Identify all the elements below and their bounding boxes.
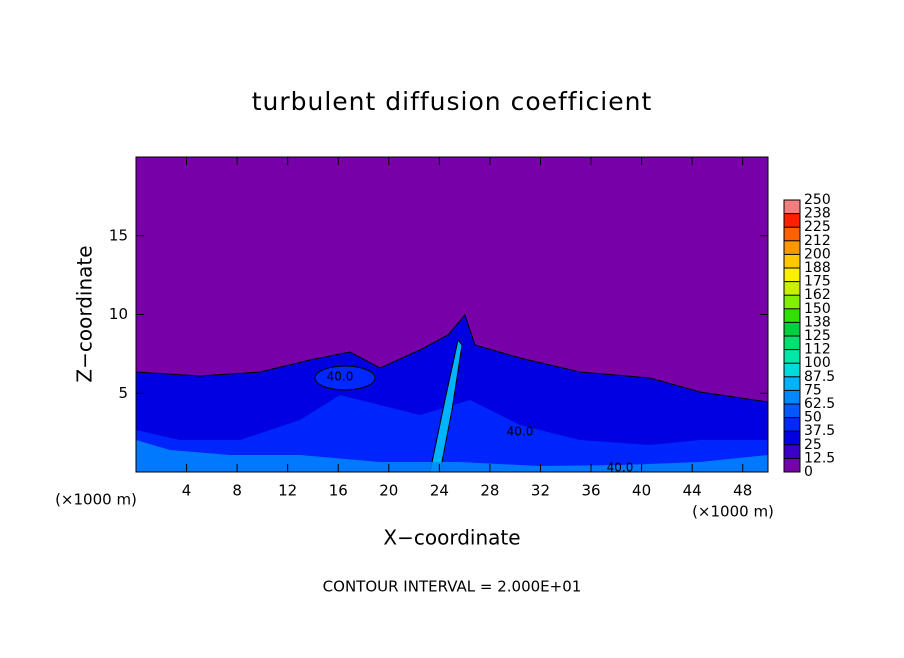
colorbar-tick-label: 238 bbox=[804, 206, 831, 222]
color-cell bbox=[784, 268, 800, 282]
colorbar-tick-label: 50 bbox=[804, 410, 822, 426]
color-cell bbox=[784, 281, 800, 296]
colorbar-tick-label: 112 bbox=[804, 342, 831, 358]
y-tick-label: 15 bbox=[109, 226, 128, 244]
color-cell bbox=[784, 349, 800, 364]
colorbar-tick-label: 212 bbox=[804, 233, 831, 249]
color-cell bbox=[784, 363, 800, 377]
x-unit: (×1000 m) bbox=[692, 503, 774, 521]
colorbar-tick-label: 138 bbox=[804, 314, 831, 330]
y-tick-label: 5 bbox=[118, 384, 128, 402]
y-tick-label: 10 bbox=[109, 305, 128, 323]
color-cell bbox=[784, 308, 800, 323]
x-tick-label: 32 bbox=[531, 482, 550, 500]
color-cell bbox=[784, 417, 800, 432]
x-tick-label: 8 bbox=[232, 482, 242, 500]
color-cell bbox=[784, 458, 800, 472]
x-tick-label: 36 bbox=[581, 482, 600, 500]
x-tick-label: 44 bbox=[683, 482, 702, 500]
x-axis-label: X−coordinate bbox=[383, 526, 520, 550]
colorbar-tick-label: 100 bbox=[804, 355, 831, 371]
colorbar-tick-label: 200 bbox=[804, 246, 831, 262]
y-unit: (×1000 m) bbox=[55, 491, 137, 509]
color-cell bbox=[784, 240, 800, 255]
contour-label: 40.0 bbox=[507, 425, 534, 439]
x-tick-label: 16 bbox=[329, 482, 348, 500]
colorbar-tick-label: 162 bbox=[804, 287, 831, 303]
color-cell bbox=[784, 390, 800, 404]
x-tick-label: 28 bbox=[480, 482, 499, 500]
color-cell bbox=[784, 213, 800, 228]
color-cell bbox=[784, 431, 800, 445]
color-cell bbox=[784, 404, 800, 418]
surface-band bbox=[136, 440, 768, 472]
colorbar-tick-label: 12.5 bbox=[804, 450, 835, 466]
colorbar-tick-label: 62.5 bbox=[804, 396, 835, 412]
color-cell bbox=[784, 336, 800, 350]
colorbar-tick-label: 0 bbox=[804, 464, 813, 480]
y-axis-label: Z−coordinate bbox=[73, 245, 97, 382]
eddy bbox=[314, 365, 376, 391]
colorbar-tick-label: 225 bbox=[804, 219, 831, 235]
color-cell bbox=[784, 376, 800, 391]
colorbar-tick-label: 250 bbox=[804, 192, 831, 208]
x-tick-label: 4 bbox=[182, 482, 192, 500]
colorbar-tick-label: 175 bbox=[804, 274, 831, 290]
annotation: CONTOUR INTERVAL = 2.000E+01 bbox=[323, 578, 582, 596]
colorbar-tick-label: 37.5 bbox=[804, 423, 835, 439]
chart-title: turbulent diffusion coefficient bbox=[252, 87, 653, 116]
colorbar-tick-label: 87.5 bbox=[804, 369, 835, 385]
x-tick-label: 40 bbox=[632, 482, 651, 500]
colorbar-tick-label: 188 bbox=[804, 260, 831, 276]
color-cell bbox=[784, 295, 800, 309]
color-cell bbox=[784, 200, 800, 214]
x-tick-label: 24 bbox=[430, 482, 449, 500]
color-cell bbox=[784, 322, 800, 336]
x-tick-label: 20 bbox=[379, 482, 398, 500]
contour-label: 40.0 bbox=[327, 370, 354, 384]
layer-core bbox=[136, 395, 768, 472]
color-cell bbox=[784, 444, 800, 459]
contour-label: 40.0 bbox=[607, 461, 634, 475]
colorbar-tick-label: 75 bbox=[804, 382, 822, 398]
colorbar-tick-label: 125 bbox=[804, 328, 831, 344]
colorbar-tick-label: 25 bbox=[804, 437, 822, 453]
colorbar-tick-label: 150 bbox=[804, 301, 831, 317]
x-tick-label: 48 bbox=[733, 482, 752, 500]
x-tick-label: 12 bbox=[278, 482, 297, 500]
color-cell bbox=[784, 254, 800, 268]
color-cell bbox=[784, 227, 800, 241]
